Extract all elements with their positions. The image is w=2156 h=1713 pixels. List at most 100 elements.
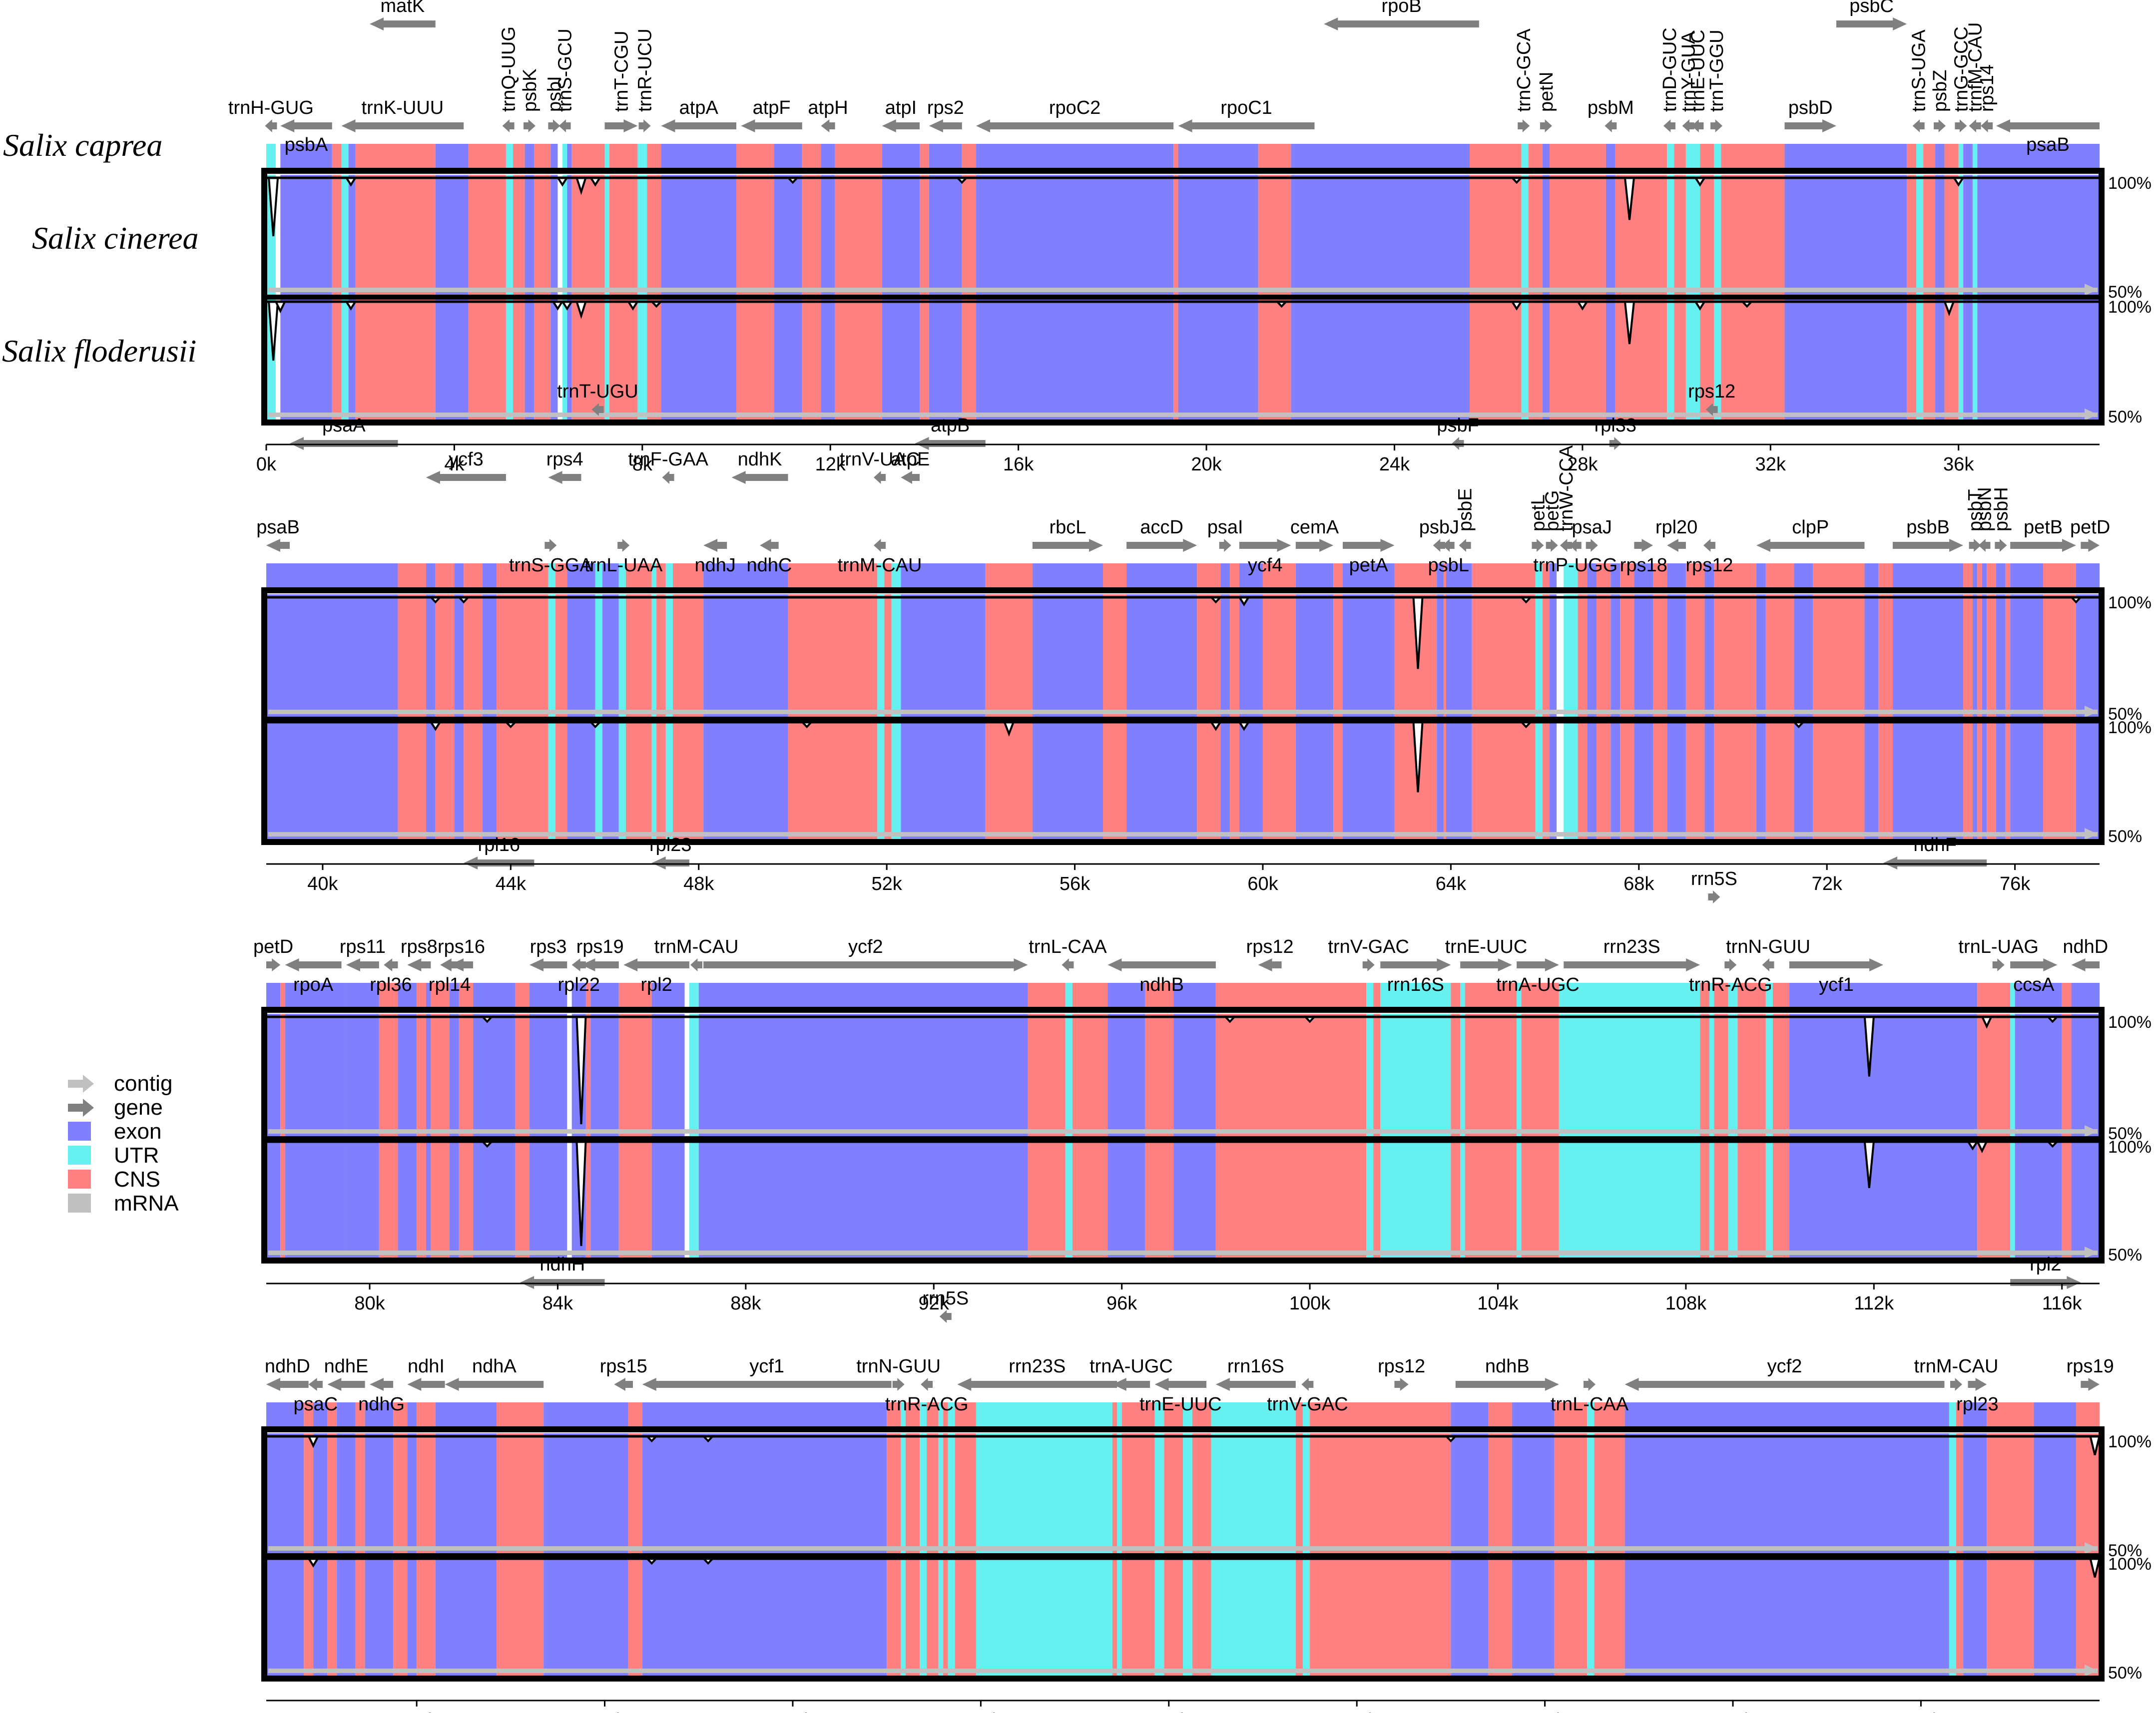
- conservation-band: [355, 1556, 365, 1676]
- gene-label: ccsA: [2013, 974, 2055, 995]
- conservation-band: [1935, 175, 1945, 295]
- gene-label: trnT-GGU: [1706, 29, 1727, 112]
- conservation-band: [266, 1014, 281, 1136]
- gene-arrow: [651, 856, 689, 869]
- identity-notch: [309, 1559, 318, 1566]
- conservation-band: [435, 1556, 497, 1676]
- conservation-band: [1789, 1139, 1978, 1258]
- conservation-band: [920, 175, 929, 295]
- conservation-band: [1173, 1139, 1216, 1258]
- gene-arrow: [1560, 539, 1572, 552]
- identity-dip: [646, 1558, 657, 1565]
- y-label-50: 50%: [2108, 1124, 2142, 1143]
- conservation-band: [1944, 299, 1959, 420]
- identity-dip: [1694, 177, 1705, 187]
- identity-notch: [1513, 302, 1521, 309]
- conservation-band: [1239, 594, 1263, 717]
- identity-dip: [787, 177, 798, 184]
- conservation-band: [656, 719, 666, 839]
- annotation-band: [355, 1402, 365, 1432]
- conservation-band: [985, 719, 1033, 839]
- x-tick-label: 112k: [1854, 1293, 1895, 1314]
- contig-bar: [268, 413, 2098, 417]
- conservation-band: [943, 1433, 948, 1553]
- gene-arrow: [1569, 539, 1582, 552]
- conservation-band: [602, 719, 619, 839]
- annotation-band: [2010, 983, 2015, 1013]
- conservation-band: [927, 1433, 939, 1553]
- identity-notch: [1240, 597, 1248, 605]
- identity-dip: [1238, 721, 1250, 731]
- conservation-band: [1756, 594, 1766, 717]
- gene-arrow: [1663, 119, 1675, 132]
- conservation-band: [2015, 1014, 2062, 1136]
- track-frame: [261, 587, 2105, 845]
- identity-notch: [431, 722, 440, 730]
- annotation-band: [550, 144, 558, 174]
- gene-label: petG: [1542, 490, 1563, 531]
- gene-label: psbZ: [1930, 70, 1951, 112]
- conservation-band: [1620, 594, 1634, 717]
- identity-dip: [1694, 301, 1705, 311]
- gene-arrow: [1992, 958, 2005, 971]
- gene-arrow: [976, 119, 1174, 132]
- conservation-band: [407, 1433, 417, 1553]
- conservation-band: [595, 594, 602, 717]
- annotation-band: [1923, 144, 1935, 174]
- annotation-band: [1714, 144, 1721, 174]
- conservation-band: [379, 1139, 398, 1258]
- conservation-band: [1597, 719, 1611, 839]
- conservation-band: [1444, 719, 1446, 839]
- gene-label: trnM-CAU: [838, 555, 922, 576]
- gene-label: trnC-GCA: [1514, 28, 1535, 112]
- identity-dip: [1412, 722, 1424, 793]
- annotation-band: [1587, 563, 1597, 593]
- conservation-band: [1996, 594, 2006, 717]
- conservation-band: [398, 719, 426, 839]
- gene-arrow: [1564, 958, 1700, 971]
- gene-arrow: [1724, 958, 1737, 971]
- gene-arrow: [1667, 539, 1686, 552]
- conservation-band: [417, 1139, 426, 1258]
- gene-label: atpA: [679, 97, 719, 118]
- gene-arrow: [266, 958, 281, 971]
- conservation-band: [1611, 719, 1620, 839]
- gene-arrow: [1433, 539, 1445, 552]
- annotation-band: [1704, 563, 1714, 593]
- identity-notch: [2091, 1436, 2099, 1455]
- annotation-band: [1958, 144, 1964, 174]
- identity-dip: [1967, 1141, 1978, 1151]
- gene-label: trnT-CGU: [611, 30, 632, 112]
- gene-arrow: [1178, 119, 1315, 132]
- gene-label: psbL: [1428, 555, 1469, 576]
- annotation-band: [651, 563, 657, 593]
- conservation-band: [327, 1556, 337, 1676]
- annotation-band: [1373, 983, 1381, 1013]
- conservation-band: [585, 1139, 591, 1258]
- gene-arrow: [327, 1378, 365, 1391]
- conservation-band: [571, 175, 605, 295]
- conservation-band: [1878, 719, 1893, 839]
- conservation-band: [1587, 719, 1597, 839]
- gene-arrow: [1154, 1378, 1207, 1391]
- conservation-band: [920, 1433, 927, 1553]
- conservation-band: [1765, 719, 1794, 839]
- conservation-band: [266, 1556, 304, 1676]
- conservation-band: [1310, 1433, 1451, 1553]
- gene-label: trnV-UAC: [840, 449, 920, 470]
- gene-arrow: [384, 958, 398, 971]
- gene-arrow: [1968, 1378, 1987, 1391]
- annotation-band: [304, 1402, 314, 1432]
- gene-label: rrn16S: [1227, 1356, 1284, 1377]
- gene-label: trnW-CCA: [1556, 445, 1577, 531]
- identity-dip: [575, 1016, 587, 1125]
- gene-arrow: [308, 1378, 323, 1391]
- gene-arrow: [1950, 1378, 1962, 1391]
- annotation-band: [567, 144, 572, 174]
- legend-exon-swatch: [68, 1122, 91, 1141]
- annotation-band: [877, 563, 885, 593]
- conservation-band: [2034, 1433, 2076, 1553]
- gene-label: petB: [2024, 517, 2063, 538]
- conservation-band: [1117, 1433, 1122, 1553]
